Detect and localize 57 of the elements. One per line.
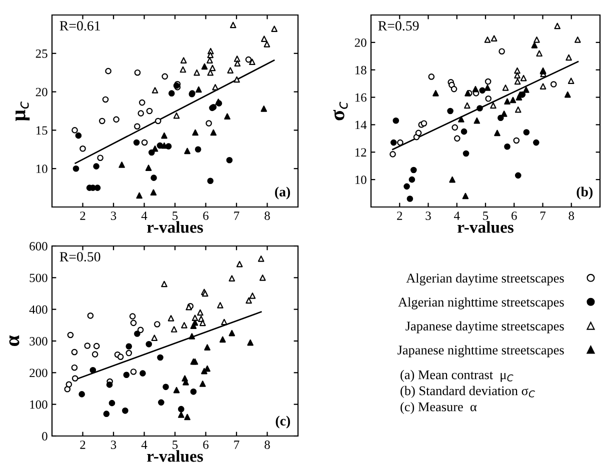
x-axis-title: r-values (458, 221, 514, 233)
x-tick-label: 6 (203, 440, 208, 449)
y-tick-label: 200 (30, 368, 48, 378)
legend-label: Japanese nighttime streetscapes (398, 345, 564, 358)
y-tick-label: 0 (42, 432, 48, 440)
x-tick-label: 4 (141, 212, 148, 220)
x-tick-label: 2 (80, 440, 86, 449)
x-axis-title: r-values (147, 221, 203, 233)
legend-label: Algerian daytime streetscapes (406, 273, 564, 286)
y-tick-label: 600 (30, 242, 48, 250)
y-tick-label: 20 (36, 88, 48, 96)
x-tick-label: 2 (397, 212, 402, 220)
x-tick-label: 6 (512, 212, 517, 220)
y-axis-title: α (9, 335, 20, 346)
x-tick-label: 7 (234, 212, 240, 220)
x-tick-label: 6 (203, 212, 208, 220)
y-tick-label: 20 (354, 38, 366, 47)
x-tick-label: 5 (172, 440, 178, 449)
x-tick-label: 8 (568, 212, 574, 220)
text: (b) Standard deviation σ$_{C}$ (400, 386, 535, 398)
x-tick-label: 8 (264, 440, 270, 449)
text: (a) Mean contrast μ$_{C}$ (400, 370, 514, 382)
y-tick-label: 14 (355, 120, 367, 130)
y-axis-title: μ$_{c}$ (16, 101, 30, 122)
y-tick-label: 12 (355, 148, 366, 156)
y-tick-label: 10 (36, 164, 48, 174)
y-tick-label: 10 (355, 176, 366, 184)
y-tick-label: 500 (30, 274, 48, 282)
annotation: (c) (276, 416, 290, 428)
x-tick-label: 7 (234, 440, 240, 449)
x-tick-label: 3 (110, 440, 116, 449)
annotation: R=0.61 (60, 21, 100, 31)
x-tick-label: 8 (264, 212, 270, 220)
x-axis-title: r-values (147, 450, 203, 462)
y-tick-label: 300 (30, 337, 48, 346)
annotation: (b) (576, 186, 593, 200)
legend-label: Algerian nighttime streetscapes (398, 297, 564, 310)
y-tick-label: 400 (29, 305, 48, 314)
x-tick-label: 7 (540, 212, 546, 220)
x-tick-label: 5 (483, 212, 488, 220)
annotation: R=0.50 (60, 252, 100, 262)
text: (c) Measure α (400, 402, 477, 414)
y-tick-label: 15 (36, 126, 48, 135)
y-tick-label: 25 (36, 49, 48, 58)
y-tick-label: 16 (355, 93, 366, 102)
y-axis-title: σ$_{c}$ (333, 102, 348, 120)
y-tick-label: 18 (355, 66, 366, 74)
x-tick-label: 2 (80, 212, 86, 220)
x-tick-label: 3 (110, 212, 116, 220)
annotation: (a) (275, 186, 290, 200)
x-tick-label: 5 (172, 212, 178, 220)
x-tick-label: 4 (454, 212, 460, 220)
y-tick-label: 100 (30, 400, 48, 409)
x-tick-label: 3 (426, 212, 431, 220)
legend-label: Japanese daytime streetscapes (406, 321, 564, 334)
annotation: R=0.59 (378, 21, 419, 31)
x-tick-label: 4 (141, 440, 148, 449)
